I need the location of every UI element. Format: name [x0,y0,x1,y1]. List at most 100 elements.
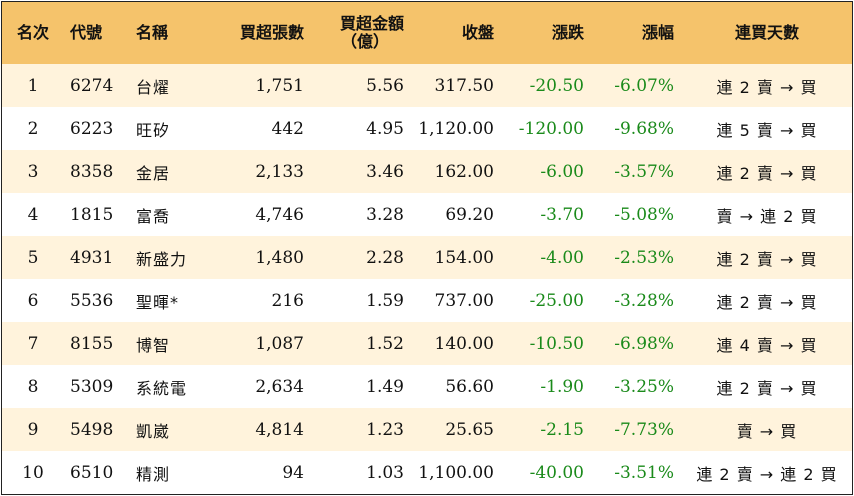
net-buy-amount-cell: 3.28 [366,204,404,225]
streak-cell: 連 2 賣 → 買 [716,378,818,398]
close-cell: 56.60 [445,376,494,397]
rank-cell: 5 [27,247,39,268]
header-net-buy-amount: 買超金額 （億） [312,2,412,64]
table-body: 1 6274 台燿 1,751 5.56 317.50 -20.50 -6.07% 連 2 賣 … [2,64,852,494]
table-row: 3 8358 金居 2,133 3.46 162.00 -6.00 -3.57% 連 2 賣 →… [2,150,852,193]
change-cell: -40.00 [529,462,584,483]
change-pct-cell: -5.08% [614,204,674,225]
header-code: 代號 [70,23,103,42]
change-pct-cell: -2.53% [614,247,674,268]
table-row: 5 4931 新盛力 1,480 2.28 154.00 -4.00 -2.53% 連 2 賣 … [2,236,852,279]
code-cell: 8358 [70,161,114,182]
table-header-row: 名次 代號 名稱 買超張數 買超金額 （億） 收盤 漲跌 漲幅 連買天數 [2,2,852,64]
change-pct-cell: -9.68% [614,118,674,139]
header-change-pct: 漲幅 [641,23,674,42]
change-cell: -2.15 [540,419,584,440]
streak-cell: 連 2 賣 → 買 [716,77,818,97]
name-cell: 系統電 [136,378,188,398]
net-buy-amount-cell: 3.46 [366,161,404,182]
code-cell: 6223 [70,118,114,139]
code-cell: 5309 [70,376,114,397]
streak-cell: 連 2 賣 → 買 [716,163,818,183]
header-rank: 名次 [16,23,49,42]
table-row: 6 5536 聖暉* 216 1.59 737.00 -25.00 -3.28% 連 2 賣 →… [2,279,852,322]
close-cell: 1,120.00 [418,118,494,139]
net-buy-lots-cell: 94 [282,462,304,483]
net-buy-lots-cell: 216 [271,290,304,311]
code-cell: 6510 [70,462,114,483]
streak-cell: 連 2 賣 → 買 [716,249,818,269]
name-cell: 凱崴 [136,421,171,441]
change-pct-cell: -3.25% [614,376,674,397]
change-cell: -10.50 [529,333,584,354]
change-cell: -1.90 [540,376,584,397]
change-pct-cell: -6.07% [614,75,674,96]
net-buy-amount-cell: 4.95 [366,118,404,139]
close-cell: 69.20 [445,204,494,225]
name-cell: 精測 [136,464,171,484]
table-row: 4 1815 富喬 4,746 3.28 69.20 -3.70 -5.08% 賣 → 連 2 … [2,193,852,236]
close-cell: 317.50 [434,75,494,96]
net-buy-lots-cell: 2,133 [255,161,304,182]
header-streak: 連買天數 [734,23,799,42]
change-cell: -6.00 [540,161,584,182]
header-name: 名稱 [136,23,169,42]
code-cell: 6274 [70,75,114,96]
name-cell: 金居 [136,163,171,183]
net-buy-lots-cell: 4,814 [255,419,304,440]
name-cell: 台燿 [136,77,171,97]
net-buy-amount-cell: 2.28 [366,247,404,268]
net-buy-amount-cell: 1.49 [366,376,404,397]
rank-cell: 3 [27,161,39,182]
rank-cell: 4 [27,204,39,225]
net-buy-lots-cell: 1,480 [255,247,304,268]
header-net-buy-lots: 買超張數 [239,23,304,42]
rank-cell: 7 [27,333,39,354]
net-buy-lots-cell: 4,746 [255,204,304,225]
net-buy-amount-cell: 5.56 [366,75,404,96]
name-cell: 博智 [136,335,171,355]
table-row: 7 8155 博智 1,087 1.52 140.00 -10.50 -6.98% 連 4 賣 … [2,322,852,365]
change-cell: -120.00 [518,118,584,139]
code-cell: 5498 [70,419,114,440]
code-cell: 4931 [70,247,114,268]
change-pct-cell: -6.98% [614,333,674,354]
change-pct-cell: -3.28% [614,290,674,311]
change-pct-cell: -7.73% [614,419,674,440]
close-cell: 154.00 [434,247,494,268]
table-row: 8 5309 系統電 2,634 1.49 56.60 -1.90 -3.25% 連 2 賣 →… [2,365,852,408]
code-cell: 5536 [70,290,114,311]
name-cell: 旺矽 [136,120,171,140]
streak-cell: 連 2 賣 → 買 [716,292,818,312]
net-buy-lots-cell: 1,087 [255,333,304,354]
close-cell: 140.00 [434,333,494,354]
streak-cell: 連 2 賣 → 連 2 買 [696,464,838,484]
table-row: 1 6274 台燿 1,751 5.56 317.50 -20.50 -6.07% 連 2 賣 … [2,64,852,107]
code-cell: 8155 [70,333,114,354]
change-cell: -4.00 [540,247,584,268]
streak-cell: 連 5 賣 → 買 [716,120,818,140]
net-buy-lots-cell: 442 [271,118,304,139]
net-buy-amount-cell: 1.52 [366,333,404,354]
name-cell: 聖暉* [136,292,180,312]
streak-cell: 賣 → 連 2 買 [716,206,818,226]
rank-cell: 10 [22,462,44,483]
net-buy-lots-cell: 1,751 [255,75,304,96]
rank-cell: 2 [27,118,39,139]
net-buy-amount-cell: 1.03 [366,462,404,483]
table-row: 10 6510 精測 94 1.03 1,100.00 -40.00 -3.51% 連 2 賣 … [2,451,852,494]
change-cell: -3.70 [540,204,584,225]
table-row: 2 6223 旺矽 442 4.95 1,120.00 -120.00 -9.68% 連 5 賣… [2,107,852,150]
change-pct-cell: -3.51% [614,462,674,483]
rank-cell: 6 [27,290,39,311]
streak-cell: 連 4 賣 → 買 [716,335,818,355]
close-cell: 162.00 [434,161,494,182]
table-row: 9 5498 凱崴 4,814 1.23 25.65 -2.15 -7.73% 賣 → 買 [2,408,852,451]
header-net-buy-amount-line1: 買超金額 [339,14,404,33]
net-buy-lots-cell: 2,634 [255,376,304,397]
streak-cell: 賣 → 買 [736,421,798,441]
close-cell: 737.00 [434,290,494,311]
change-cell: -25.00 [529,290,584,311]
